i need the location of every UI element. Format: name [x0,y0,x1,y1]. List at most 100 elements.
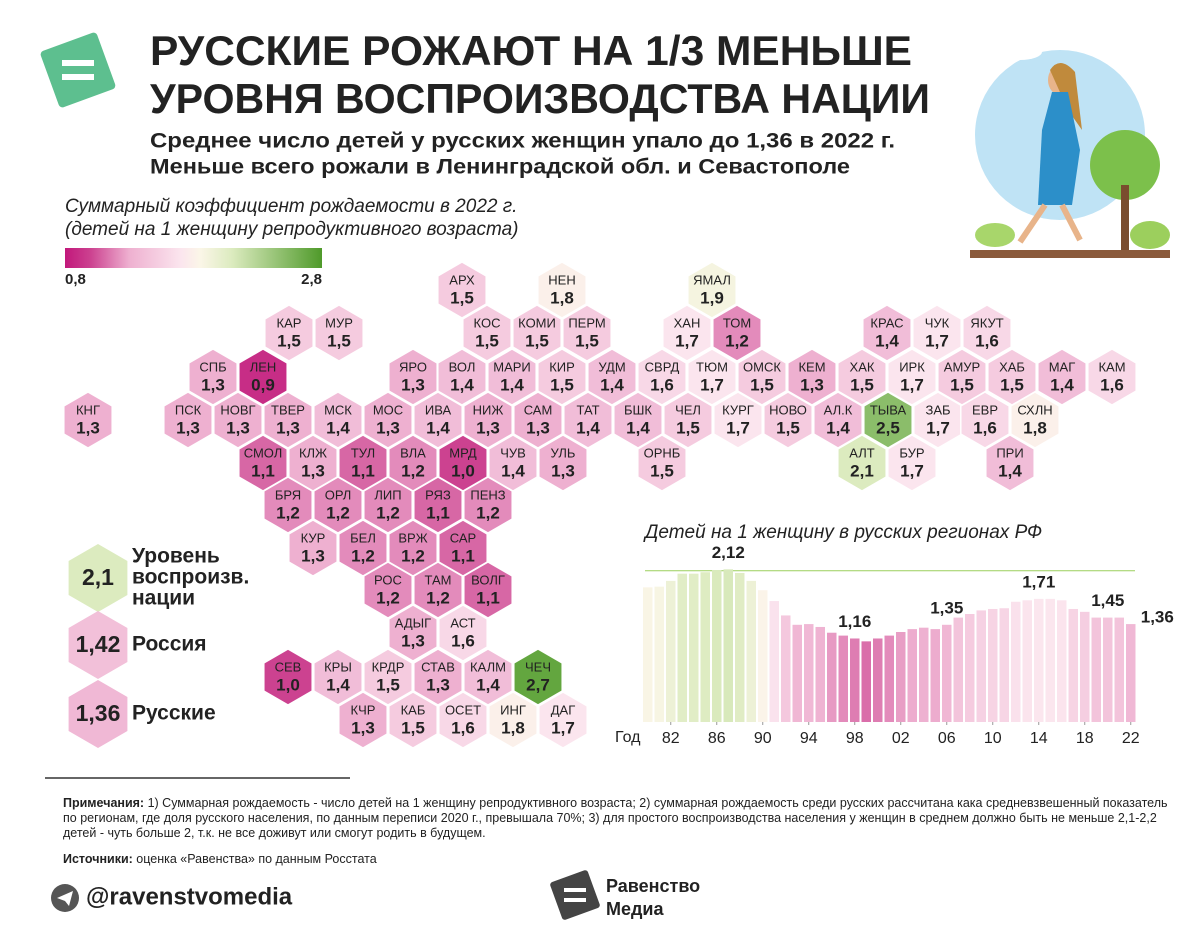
region-name: ХАК [850,359,875,374]
region-name: ПЕНЗ [470,487,505,502]
region-name: МОС [373,402,403,417]
region-value: 1,3 [201,375,225,394]
region-value: 1,8 [550,288,574,307]
value-label: 2,12 [712,543,745,562]
map-caption: Суммарный коэффициент рождаемости в 2022… [65,196,517,217]
region-hex [837,348,887,406]
region-name: ЗАБ [925,402,950,417]
handle: @ravenstvomedia [86,883,293,910]
region-value: 1,5 [277,331,301,350]
region-value: 1,7 [900,375,924,394]
bar [988,608,998,722]
region-value: 1,2 [401,461,425,480]
region-value: 1,4 [875,331,899,350]
region-value: 1,1 [476,588,500,607]
region-hex [1087,348,1137,406]
region-value: 1,8 [501,718,525,737]
bar [769,601,779,722]
bar [1068,608,1078,722]
notes: Примечания: 1) Суммарная рождаемость - ч… [63,796,1173,841]
region-value: 1,9 [700,288,724,307]
region-hex [363,476,413,534]
bar [1114,617,1124,722]
legend-min: 0,8 [65,271,86,288]
region-hex [787,348,837,406]
region-name: АДЫГ [395,615,431,630]
region-name: АМУР [944,359,980,374]
region-name: МСК [324,402,352,417]
region-name: ЯМАЛ [693,272,731,287]
region-name: КЕМ [798,359,825,374]
region-hex [713,391,763,449]
region-hex [887,348,937,406]
region-hex [985,434,1035,492]
region-value: 1,5 [401,718,425,737]
region-value: 1,1 [351,461,375,480]
region-value: 1,7 [700,375,724,394]
bar [884,635,894,722]
region-value: 1,4 [998,461,1022,480]
region-value: 1,0 [451,461,475,480]
region-name: МАРИ [493,359,531,374]
region-hex [813,391,863,449]
bar [919,627,929,722]
region-hex [487,348,537,406]
region-hex [63,391,113,449]
region-value: 1,4 [476,675,500,694]
region-name: АЛТ [849,445,874,460]
region-value: 2,5 [876,418,900,437]
region-value: 1,6 [650,375,674,394]
region-name: АСТ [450,615,475,630]
region-name: НИЖ [473,402,504,417]
region-hex [960,391,1010,449]
region-name: КЛЖ [299,445,327,460]
bar [1045,598,1055,722]
region-hex [637,348,687,406]
region-value: 1,4 [576,418,600,437]
region-name: ТУЛ [351,445,375,460]
region-hex [463,561,513,619]
region-hex [263,476,313,534]
region-value: 1,2 [326,503,350,522]
x-tick-label: 18 [1076,730,1094,747]
region-value: 1,7 [551,718,575,737]
region-hex [263,391,313,449]
sources: Источники: оценка «Равенства» по данным … [63,852,1173,867]
region-hex [562,304,612,362]
region-value: 1,6 [975,331,999,350]
region-value: 1,4 [326,418,350,437]
region-name: БШК [624,402,652,417]
region-hex [837,434,887,492]
region-name: СТАВ [421,659,455,674]
region-hex [1010,391,1060,449]
region-value: 1,2 [426,588,450,607]
region-value: 1,3 [276,418,300,437]
region-hex [662,304,712,362]
bar [965,614,975,722]
region-name: ХАН [674,315,701,330]
x-axis-label: Год [615,729,641,746]
bar [735,572,745,722]
x-tick-label: 86 [708,730,726,747]
bar [838,635,848,722]
region-value: 1,8 [1023,418,1047,437]
legend-max: 2,8 [301,271,322,288]
bar [666,580,676,722]
region-hex [737,348,787,406]
region-value: 1,4 [826,418,850,437]
region-name: ТАТ [576,402,599,417]
region-name: ВОЛГ [471,572,505,587]
region-value: 1,5 [475,331,499,350]
region-name: НОВО [769,402,807,417]
region-name: САР [450,530,476,545]
region-value: 1,5 [950,375,974,394]
region-name: ДАГ [551,702,576,717]
bar [723,569,733,722]
region-value: 1,5 [776,418,800,437]
key-hex [68,611,128,679]
region-name: КРЫ [324,659,352,674]
region-name: БЕЛ [350,530,376,545]
region-value: 1,4 [426,418,450,437]
region-hex [637,434,687,492]
region-value: 1,3 [76,418,100,437]
